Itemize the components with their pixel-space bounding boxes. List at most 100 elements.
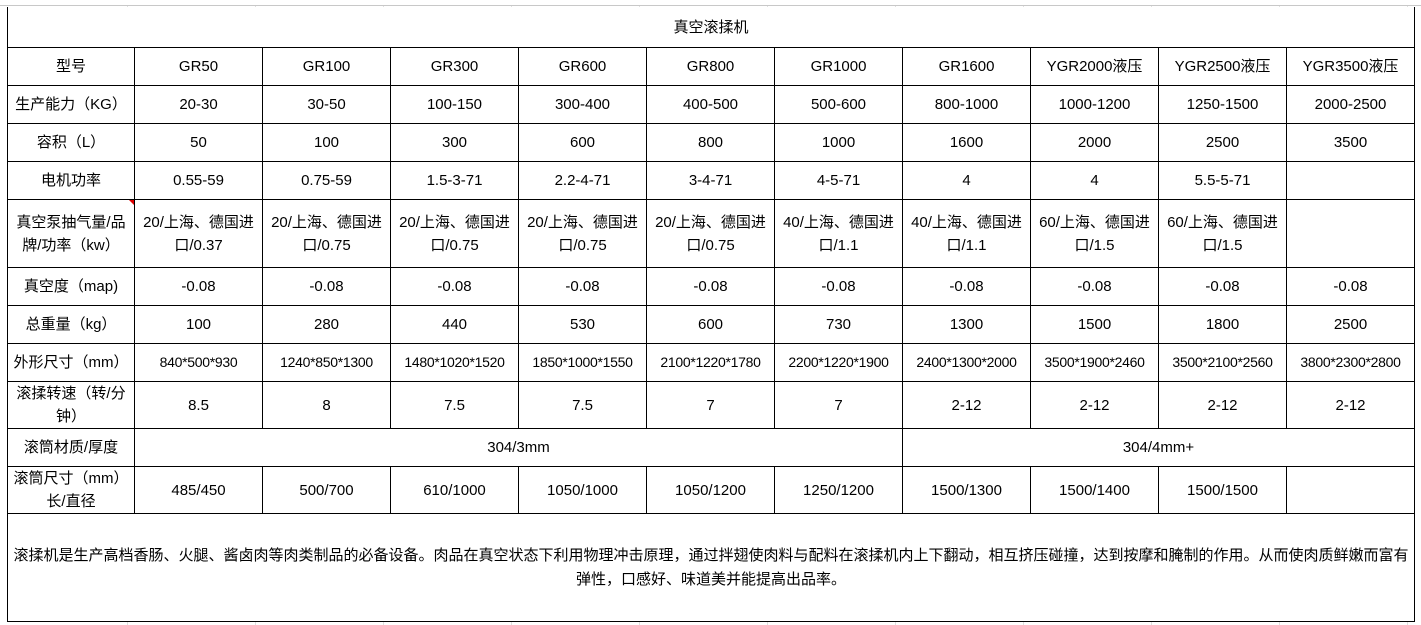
value-cell[interactable]: 20/上海、德国进口/0.75 — [262, 199, 391, 268]
row-label[interactable]: 真空度（map) — [7, 267, 135, 306]
value-cell[interactable]: 7.5 — [518, 381, 647, 429]
value-cell[interactable]: 20-30 — [134, 85, 263, 124]
value-cell[interactable]: 1240*850*1300 — [262, 343, 391, 382]
value-cell[interactable]: 20/上海、德国进口/0.75 — [390, 199, 519, 268]
row-label[interactable]: 滚揉转速（转/分钟） — [7, 381, 135, 429]
row-label[interactable]: 滚筒材质/厚度 — [7, 428, 135, 467]
value-cell[interactable]: -0.08 — [1286, 267, 1415, 306]
value-cell[interactable]: 440 — [390, 305, 519, 344]
value-cell[interactable]: 100-150 — [390, 85, 519, 124]
model-cell[interactable]: GR600 — [518, 47, 647, 86]
value-cell[interactable]: 1250/1200 — [774, 466, 903, 514]
value-cell[interactable]: 8.5 — [134, 381, 263, 429]
value-cell[interactable]: -0.08 — [902, 267, 1031, 306]
value-cell[interactable]: 600 — [646, 305, 775, 344]
value-cell[interactable]: 1300 — [902, 305, 1031, 344]
value-cell[interactable]: 3500 — [1286, 123, 1415, 162]
value-cell[interactable]: 730 — [774, 305, 903, 344]
value-cell[interactable]: 2500 — [1158, 123, 1287, 162]
value-cell[interactable]: 50 — [134, 123, 263, 162]
value-cell[interactable]: 840*500*930 — [134, 343, 263, 382]
value-cell[interactable]: 60/上海、德国进口/1.5 — [1030, 199, 1159, 268]
value-cell[interactable]: 500-600 — [774, 85, 903, 124]
model-cell[interactable]: GR800 — [646, 47, 775, 86]
value-cell[interactable]: 60/上海、德国进口/1.5 — [1158, 199, 1287, 268]
value-cell[interactable]: 1500/1400 — [1030, 466, 1159, 514]
value-cell[interactable]: 1050/1000 — [518, 466, 647, 514]
value-cell[interactable]: 2.2-4-71 — [518, 161, 647, 200]
model-cell[interactable]: GR300 — [390, 47, 519, 86]
row-label[interactable]: 滚筒尺寸（mm）长/直径 — [7, 466, 135, 514]
value-cell[interactable]: 3500*2100*2560 — [1158, 343, 1287, 382]
value-cell[interactable]: 7 — [646, 381, 775, 429]
row-label[interactable]: 电机功率 — [7, 161, 135, 200]
value-cell[interactable]: 530 — [518, 305, 647, 344]
value-cell[interactable]: 610/1000 — [390, 466, 519, 514]
value-cell[interactable]: 485/450 — [134, 466, 263, 514]
row-label[interactable]: 真空泵抽气量/品牌/功率（kw） — [7, 199, 135, 268]
value-cell[interactable]: 100 — [134, 305, 263, 344]
row-label[interactable]: 生产能力（KG） — [7, 85, 135, 124]
value-cell[interactable]: 30-50 — [262, 85, 391, 124]
value-cell[interactable]: 2000 — [1030, 123, 1159, 162]
model-cell[interactable]: GR50 — [134, 47, 263, 86]
model-cell[interactable]: GR100 — [262, 47, 391, 86]
value-cell[interactable]: 304/4mm+ — [902, 428, 1415, 467]
value-cell[interactable]: 20/上海、德国进口/0.75 — [518, 199, 647, 268]
value-cell[interactable]: 20/上海、德国进口/0.75 — [646, 199, 775, 268]
value-cell[interactable]: 4-5-71 — [774, 161, 903, 200]
value-cell[interactable] — [1286, 199, 1415, 268]
value-cell[interactable]: 1050/1200 — [646, 466, 775, 514]
value-cell[interactable]: -0.08 — [390, 267, 519, 306]
value-cell[interactable]: 500/700 — [262, 466, 391, 514]
value-cell[interactable]: 7.5 — [390, 381, 519, 429]
value-cell[interactable]: 1500 — [1030, 305, 1159, 344]
model-cell[interactable]: GR1000 — [774, 47, 903, 86]
model-cell[interactable]: GR1600 — [902, 47, 1031, 86]
value-cell[interactable]: 8 — [262, 381, 391, 429]
model-cell[interactable]: YGR3500液压 — [1286, 47, 1415, 86]
value-cell[interactable]: 3800*2300*2800 — [1286, 343, 1415, 382]
model-cell[interactable]: YGR2500液压 — [1158, 47, 1287, 86]
value-cell[interactable]: 1000 — [774, 123, 903, 162]
value-cell[interactable]: 2-12 — [902, 381, 1031, 429]
value-cell[interactable]: -0.08 — [774, 267, 903, 306]
value-cell[interactable]: 20/上海、德国进口/0.37 — [134, 199, 263, 268]
value-cell[interactable] — [1286, 466, 1415, 514]
description-text[interactable]: 滚揉机是生产高档香肠、火腿、酱卤肉等肉类制品的必备设备。肉品在真空状态下利用物理… — [7, 513, 1415, 622]
value-cell[interactable]: -0.08 — [262, 267, 391, 306]
value-cell[interactable]: -0.08 — [1030, 267, 1159, 306]
value-cell[interactable]: 600 — [518, 123, 647, 162]
value-cell[interactable]: 1.5-3-71 — [390, 161, 519, 200]
value-cell[interactable]: 0.55-59 — [134, 161, 263, 200]
value-cell[interactable]: 800 — [646, 123, 775, 162]
value-cell[interactable]: -0.08 — [646, 267, 775, 306]
value-cell[interactable] — [1286, 161, 1415, 200]
value-cell[interactable]: 300 — [390, 123, 519, 162]
value-cell[interactable]: 40/上海、德国进口/1.1 — [774, 199, 903, 268]
value-cell[interactable]: 1500/1500 — [1158, 466, 1287, 514]
value-cell[interactable]: 0.75-59 — [262, 161, 391, 200]
table-title[interactable]: 真空滚揉机 — [7, 7, 1415, 48]
value-cell[interactable]: 304/3mm — [134, 428, 903, 467]
value-cell[interactable]: 400-500 — [646, 85, 775, 124]
value-cell[interactable]: 4 — [1030, 161, 1159, 200]
value-cell[interactable]: -0.08 — [134, 267, 263, 306]
row-label[interactable]: 容积（L） — [7, 123, 135, 162]
value-cell[interactable]: 4 — [902, 161, 1031, 200]
value-cell[interactable]: 2000-2500 — [1286, 85, 1415, 124]
value-cell[interactable]: 2-12 — [1030, 381, 1159, 429]
value-cell[interactable]: -0.08 — [1158, 267, 1287, 306]
value-cell[interactable]: 3-4-71 — [646, 161, 775, 200]
value-cell[interactable]: 1480*1020*1520 — [390, 343, 519, 382]
value-cell[interactable]: 2100*1220*1780 — [646, 343, 775, 382]
value-cell[interactable]: 5.5-5-71 — [1158, 161, 1287, 200]
value-cell[interactable]: -0.08 — [518, 267, 647, 306]
model-cell[interactable]: YGR2000液压 — [1030, 47, 1159, 86]
value-cell[interactable]: 1800 — [1158, 305, 1287, 344]
value-cell[interactable]: 40/上海、德国进口/1.1 — [902, 199, 1031, 268]
value-cell[interactable]: 280 — [262, 305, 391, 344]
value-cell[interactable]: 2-12 — [1158, 381, 1287, 429]
value-cell[interactable]: 2-12 — [1286, 381, 1415, 429]
value-cell[interactable]: 1850*1000*1550 — [518, 343, 647, 382]
